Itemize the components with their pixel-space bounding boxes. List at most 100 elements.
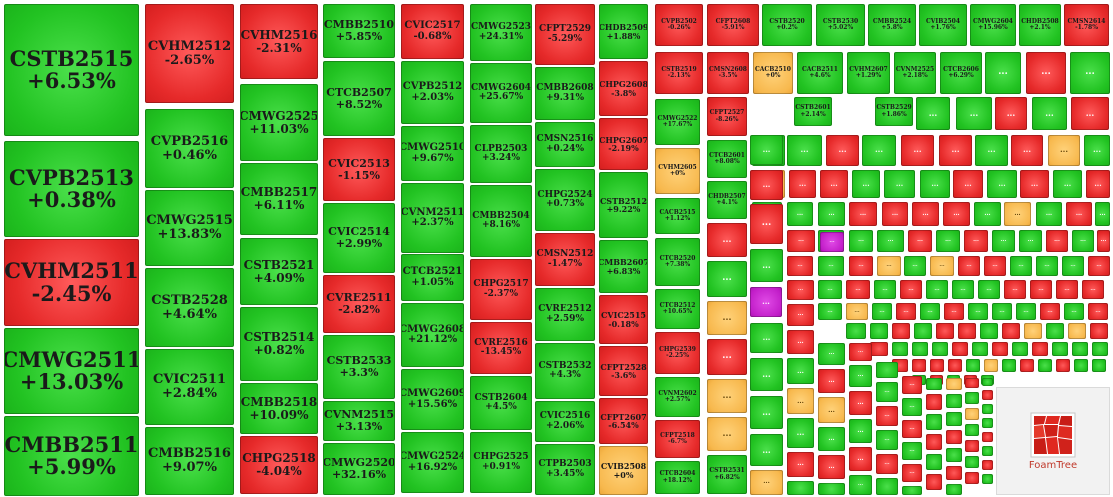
stock-tile-cstb2528[interactable]: CSTB2528 +4.64% xyxy=(145,268,234,347)
stock-tile-collapsed[interactable] xyxy=(787,481,814,495)
stock-tile-cstb2533[interactable]: CSTB2533 +3.3% xyxy=(323,335,395,399)
stock-tile-collapsed[interactable] xyxy=(926,414,942,430)
stock-tile-collapsed[interactable]: ... xyxy=(1016,303,1036,320)
stock-tile-cmwg2609[interactable]: CMWG2609 +15.56% xyxy=(401,369,464,430)
stock-tile-collapsed[interactable]: ... xyxy=(787,230,815,252)
stock-tile-collapsed[interactable]: ... xyxy=(1032,97,1067,130)
stock-tile-collapsed[interactable]: ... xyxy=(920,170,950,198)
stock-tile-collapsed[interactable]: ... xyxy=(1004,202,1031,226)
stock-tile-collapsed[interactable]: ... xyxy=(849,447,872,471)
stock-tile-collapsed[interactable] xyxy=(914,323,932,339)
stock-tile-cvnm2511[interactable]: CVNM2511 +2.37% xyxy=(401,183,464,253)
stock-tile-collapsed[interactable]: ... xyxy=(818,303,842,320)
stock-tile-collapsed[interactable]: ... xyxy=(849,391,872,415)
stock-tile-cmsn2614[interactable]: CMSN2614 -1.78% xyxy=(1064,4,1109,46)
stock-tile-collapsed[interactable]: ... xyxy=(707,301,747,335)
stock-tile-collapsed[interactable] xyxy=(965,472,979,484)
stock-tile-collapsed[interactable] xyxy=(980,323,998,339)
stock-tile-chdb2507[interactable]: CHDB2507 +4.1% xyxy=(707,181,747,219)
stock-tile-collapsed[interactable]: ... xyxy=(1062,256,1084,276)
stock-tile-cmwg2604[interactable]: CMWG2604 +15.96% xyxy=(970,4,1016,46)
stock-tile-collapsed[interactable]: ... xyxy=(1088,256,1110,276)
stock-tile-collapsed[interactable] xyxy=(982,460,993,470)
stock-tile-ctcb2601[interactable]: CTCB2601 +8.08% xyxy=(707,140,747,178)
stock-tile-collapsed[interactable]: ... xyxy=(876,406,898,426)
stock-tile-cmsn2516[interactable]: CMSN2516 +0.24% xyxy=(535,122,595,167)
stock-tile-ctcb2606[interactable]: CTCB2606 +6.29% xyxy=(940,52,982,94)
stock-tile-collapsed[interactable] xyxy=(965,440,979,452)
stock-tile-collapsed[interactable] xyxy=(982,390,993,400)
stock-tile-chpg2524[interactable]: CHPG2524 +0.73% xyxy=(535,169,595,231)
stock-tile-cvpb2513[interactable]: CVPB2513 +0.38% xyxy=(4,141,139,237)
stock-tile-collapsed[interactable]: ... xyxy=(1071,97,1109,130)
stock-tile-collapsed[interactable]: ... xyxy=(818,455,845,479)
stock-tile-cmbb2504[interactable]: CMBB2504 +8.16% xyxy=(470,185,532,257)
stock-tile-collapsed[interactable]: ... xyxy=(952,280,974,299)
stock-tile-cvic2515[interactable]: CVIC2515 -0.18% xyxy=(599,295,648,344)
stock-tile-collapsed[interactable]: ... xyxy=(968,303,988,320)
stock-tile-collapsed[interactable]: ... xyxy=(904,256,926,276)
stock-tile-cfpt2527[interactable]: CFPT2527 -8.26% xyxy=(707,97,747,136)
stock-tile-collapsed[interactable]: ... xyxy=(787,418,814,448)
stock-tile-collapsed[interactable]: ... xyxy=(849,343,872,361)
stock-tile-cmwg2522[interactable]: CMWG2522 +17.67% xyxy=(655,99,700,145)
stock-tile-collapsed[interactable] xyxy=(965,456,979,468)
stock-tile-collapsed[interactable]: ... xyxy=(818,427,845,451)
stock-tile-collapsed[interactable]: ... xyxy=(992,230,1015,252)
stock-tile-chpg2539[interactable]: CHPG2539 -2.25% xyxy=(655,332,700,374)
stock-tile-collapsed[interactable]: ... xyxy=(1026,52,1066,94)
stock-tile-cmsn2512[interactable]: CMSN2512 -1.47% xyxy=(535,233,595,286)
stock-tile-collapsed[interactable] xyxy=(1068,323,1086,339)
stock-tile-collapsed[interactable] xyxy=(818,483,845,495)
stock-tile-collapsed[interactable] xyxy=(966,359,980,372)
stock-tile-cmwg2520[interactable]: CMWG2520 +32.16% xyxy=(323,443,395,495)
stock-tile-collapsed[interactable]: ... xyxy=(1066,202,1092,226)
stock-tile-cmwg2523[interactable]: CMWG2523 +24.31% xyxy=(470,4,532,61)
stock-tile-collapsed[interactable] xyxy=(1024,323,1042,339)
stock-tile-collapsed[interactable]: ... xyxy=(1030,280,1052,299)
stock-tile-collapsed[interactable]: ... xyxy=(1011,135,1043,166)
stock-tile-collapsed[interactable] xyxy=(965,392,979,404)
stock-tile-collapsed[interactable]: ... xyxy=(1046,230,1068,252)
foamtree-logo[interactable]: FoamTree xyxy=(996,387,1110,495)
stock-tile-collapsed[interactable]: ... xyxy=(849,365,872,387)
stock-tile-cvhm2512[interactable]: CVHM2512 -2.65% xyxy=(145,4,234,103)
stock-tile-collapsed[interactable] xyxy=(946,394,962,408)
stock-tile-cvic2511[interactable]: CVIC2511 +2.84% xyxy=(145,349,234,425)
stock-tile-collapsed[interactable] xyxy=(1072,342,1088,356)
stock-tile-collapsed[interactable] xyxy=(1038,359,1052,372)
stock-tile-collapsed[interactable] xyxy=(1002,323,1020,339)
stock-tile-collapsed[interactable]: ... xyxy=(1082,280,1104,299)
stock-tile-cmwg2511[interactable]: CMWG2511 +13.03% xyxy=(4,328,139,414)
stock-tile-cacb2511[interactable]: CACB2511 +4.6% xyxy=(797,52,843,94)
stock-tile-collapsed[interactable]: ... xyxy=(818,397,845,423)
stock-tile-chdb2509[interactable]: CHDB2509 +1.88% xyxy=(599,4,648,59)
stock-tile-collapsed[interactable]: ... xyxy=(787,135,822,166)
stock-tile-collapsed[interactable] xyxy=(1012,342,1028,356)
stock-tile-cstb2519[interactable]: CSTB2519 -2.13% xyxy=(655,52,703,94)
stock-tile-collapsed[interactable]: ... xyxy=(1056,280,1078,299)
stock-tile-collapsed[interactable] xyxy=(870,342,888,356)
stock-tile-collapsed[interactable]: ... xyxy=(953,170,983,198)
stock-tile-collapsed[interactable] xyxy=(930,359,944,372)
stock-tile-collapsed[interactable] xyxy=(982,418,993,428)
stock-tile-collapsed[interactable]: ... xyxy=(818,256,844,276)
stock-tile-collapsed[interactable]: ... xyxy=(902,376,922,394)
stock-tile-collapsed[interactable]: ... xyxy=(995,97,1027,130)
stock-tile-collapsed[interactable] xyxy=(892,342,908,356)
stock-tile-cstb2529[interactable]: CSTB2529 +1.86% xyxy=(875,97,913,126)
stock-tile-cmbb2524[interactable]: CMBB2524 +5.8% xyxy=(868,4,916,46)
stock-tile-collapsed[interactable]: ... xyxy=(916,97,950,130)
stock-tile-collapsed[interactable] xyxy=(846,323,866,339)
stock-tile-collapsed[interactable]: ... xyxy=(849,202,877,226)
stock-tile-cfpt2608[interactable]: CFPT2608 -5.91% xyxy=(707,4,759,46)
stock-tile-collapsed[interactable] xyxy=(876,478,898,495)
stock-tile-collapsed[interactable] xyxy=(965,378,979,388)
stock-tile-collapsed[interactable]: ... xyxy=(820,232,844,252)
stock-tile-collapsed[interactable]: ... xyxy=(826,135,859,166)
stock-tile-ctpb2503[interactable]: CTPB2503 +3.45% xyxy=(535,444,595,495)
stock-tile-cfpt2518[interactable]: CFPT2518 -6.7% xyxy=(655,420,700,458)
stock-tile-cvic2514[interactable]: CVIC2514 +2.99% xyxy=(323,203,395,273)
stock-tile-collapsed[interactable]: ... xyxy=(1036,256,1058,276)
stock-tile-collapsed[interactable]: ... xyxy=(787,202,813,226)
